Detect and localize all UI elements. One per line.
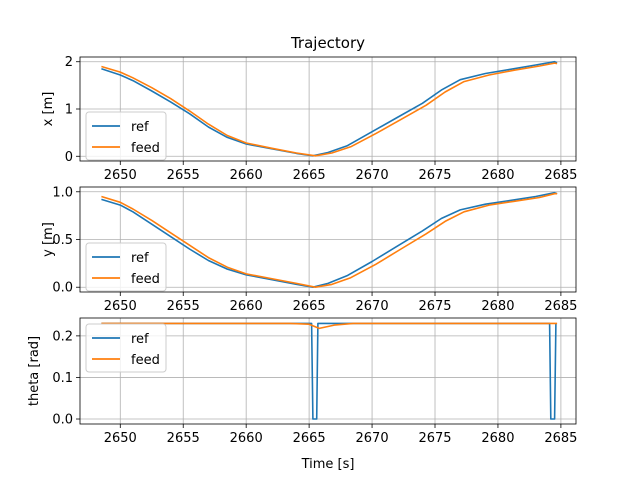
legend: ref feed	[85, 323, 167, 373]
y-tick-label: 1.0	[52, 185, 73, 200]
legend-label-ref: ref	[131, 332, 149, 347]
y-tick-label: 0.0	[52, 413, 73, 428]
legend: ref feed	[85, 111, 167, 161]
x-tick-label: 2670	[356, 299, 389, 314]
series-group	[101, 191, 558, 289]
legend-label-feed: feed	[131, 353, 160, 368]
legend: ref feed	[85, 242, 167, 292]
y-tick-label: 1	[65, 103, 73, 118]
series-group	[101, 322, 558, 420]
x-tick-label: 2675	[418, 431, 451, 446]
axes-frame	[79, 56, 577, 162]
chart-title: Trajectory	[290, 34, 365, 52]
x-axis-label: Time [s]	[301, 457, 355, 472]
y-axis-label: x [m]	[41, 92, 56, 127]
legend-label-feed: feed	[131, 272, 160, 287]
series-line-feed	[101, 322, 558, 330]
legend-label-ref: ref	[131, 120, 149, 135]
x-tick-label: 2670	[356, 431, 389, 446]
x-tick-label: 2685	[544, 431, 577, 446]
axes-frame	[79, 317, 577, 425]
series-line-ref	[101, 322, 557, 420]
y-axis-label: y [m]	[41, 222, 56, 257]
x-tick-label: 2685	[544, 168, 577, 183]
subplot-panels: 2650 2655 2660 2665 2670 2675 2680 2685 0 1 2 x [m]…	[27, 55, 577, 446]
legend-label-ref: ref	[131, 251, 149, 266]
series-line-feed	[101, 192, 558, 289]
x-tick-label: 2665	[293, 168, 326, 183]
legend-box	[85, 242, 167, 292]
x-tick-label: 2650	[104, 299, 137, 314]
y-tick-label: 0.2	[52, 329, 73, 344]
subplot-2: 2650 2655 2660 2665 2670 2675 2680 2685 0.0 0.5 1.…	[41, 185, 577, 314]
subplot-3: 2650 2655 2660 2665 2670 2675 2680 2685 0.0 0.1 0.…	[27, 317, 577, 446]
x-tick-label: 2650	[104, 431, 137, 446]
series-line-ref	[101, 191, 558, 289]
x-tick-label: 2665	[293, 299, 326, 314]
x-tick-label: 2670	[356, 168, 389, 183]
y-tick-label: 0.1	[52, 371, 73, 386]
legend-box	[85, 323, 167, 373]
x-tick-label: 2675	[418, 299, 451, 314]
x-tick-label: 2675	[418, 168, 451, 183]
y-tick-label: 0	[65, 150, 73, 165]
x-tick-label: 2680	[481, 168, 514, 183]
x-tick-label: 2655	[167, 168, 200, 183]
y-tick-label: 2	[65, 55, 73, 70]
x-tick-label: 2685	[544, 299, 577, 314]
y-tick-label: 0.0	[52, 281, 73, 296]
x-tick-label: 2655	[167, 431, 200, 446]
series-group	[101, 60, 558, 157]
legend-label-feed: feed	[131, 141, 160, 156]
x-tick-label: 2660	[230, 168, 263, 183]
x-tick-label: 2660	[230, 299, 263, 314]
x-tick-label: 2650	[104, 168, 137, 183]
x-tick-label: 2680	[481, 431, 514, 446]
x-tick-label: 2680	[481, 299, 514, 314]
legend-box	[85, 111, 167, 161]
x-tick-label: 2665	[293, 431, 326, 446]
axes-frame	[79, 186, 577, 293]
subplot-1: 2650 2655 2660 2665 2670 2675 2680 2685 0 1 2 x [m]…	[41, 55, 577, 183]
y-tick-label: 0.5	[52, 233, 73, 248]
y-axis-label: theta [rad]	[27, 336, 42, 406]
x-tick-label: 2655	[167, 299, 200, 314]
x-tick-label: 2660	[230, 431, 263, 446]
series-line-feed	[101, 62, 558, 157]
